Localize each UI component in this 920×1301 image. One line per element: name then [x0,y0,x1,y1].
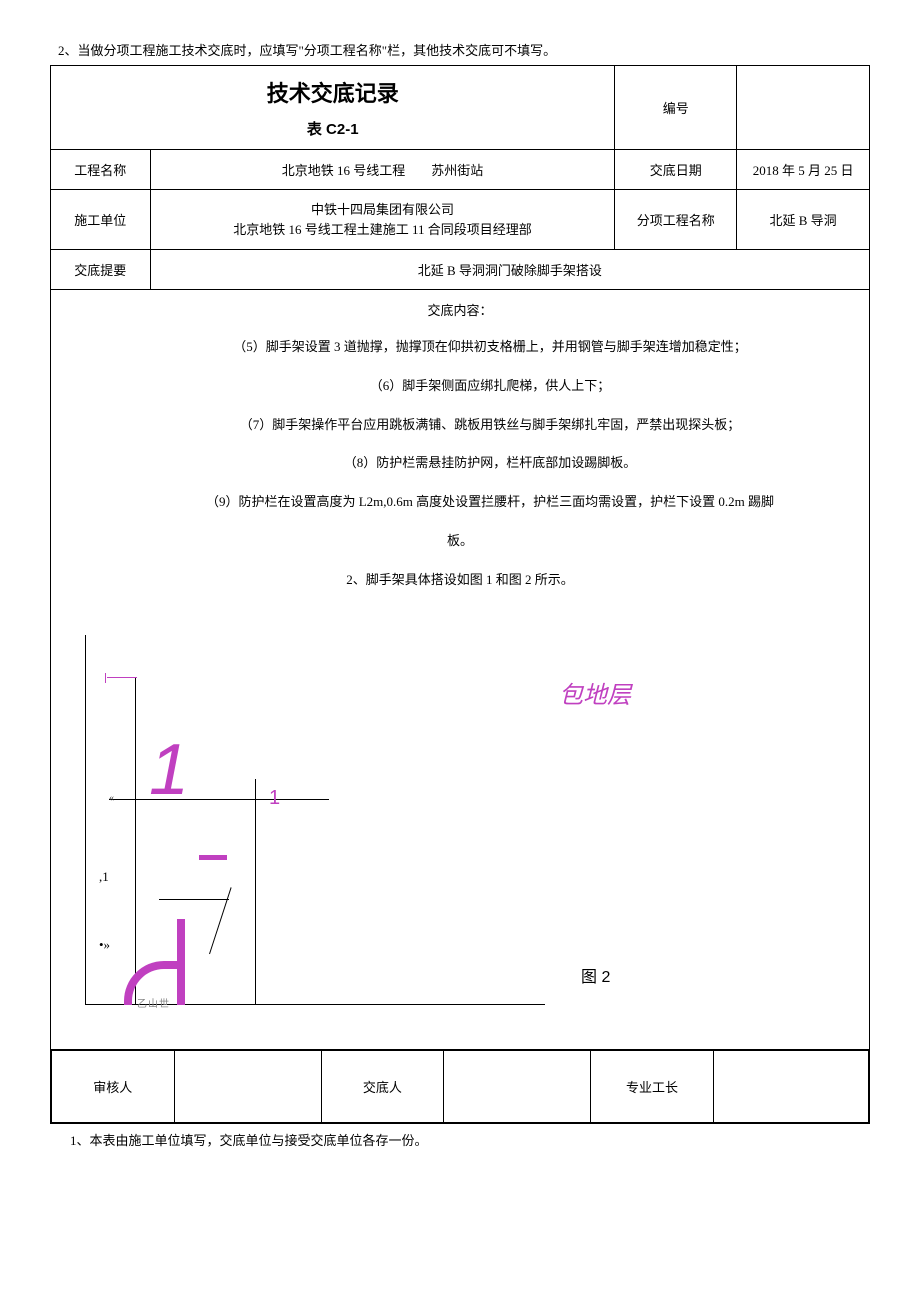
top-note: 2、当做分项工程施工技术交底时，应填写"分项工程名称"栏，其他技术交底可不填写。 [50,40,870,59]
construction-label: 施工单位 [51,190,151,250]
diagram-dot: •» [99,937,110,953]
title-cell: 技术交底记录 表 C2-1 [51,66,615,150]
discloser-label: 交底人 [321,1050,444,1122]
content-head: 交底内容： [59,300,861,319]
subproject-label: 分项工程名称 [615,190,737,250]
diagram-hline2 [109,799,329,800]
signature-row: 审核人 交底人 专业工长 [51,1049,870,1123]
content-cell: 交底内容： （5）脚手架设置 3 道抛撑，抛撑顶在仰拱初支格栅上，并用钢管与脚手… [51,290,870,1050]
reviewer-value [174,1050,321,1122]
diagram-small-1: 1 [269,787,280,810]
bottom-note: 1、本表由施工单位填写，交底单位与接受交底单位各存一份。 [50,1130,870,1149]
diagram-vline1 [135,677,136,1005]
doc-title: 技术交底记录 [59,76,606,108]
content-p7: （7）脚手架操作平台应用跳板满铺、跳板用铁丝与脚手架绑扎牢固，严禁出现探头板； [119,415,861,436]
doc-subtitle: 表 C2-1 [59,118,606,139]
date-label: 交底日期 [615,150,737,190]
diagram-fig2-label: 图 2 [581,963,610,987]
foreman-label: 专业工长 [591,1050,714,1122]
diagram-dash [199,855,227,860]
diagram-h-stem [177,919,185,1005]
content-p6: （6）脚手架侧面应绑扎爬梯，供人上下； [119,376,861,397]
summary-value: 北延 B 导洞洞门破除脚手架搭设 [150,250,869,290]
diagram-quote: « [109,793,114,804]
subproject-value: 北延 B 导洞 [737,190,870,250]
main-table: 技术交底记录 表 C2-1 编号 工程名称 北京地铁 16 号线工程 苏州街站 … [50,65,870,1124]
construction-value: 中铁十四局集团有限公司 北京地铁 16 号线工程土建施工 11 合同段项目经理部 [150,190,615,250]
summary-label: 交底提要 [51,250,151,290]
date-value: 2018 年 5 月 25 日 [737,150,870,190]
construction-line2: 北京地铁 16 号线工程土建施工 11 合同段项目经理部 [233,222,532,237]
discloser-value [444,1050,591,1122]
diagram-tiny: 乙山世 [137,995,170,1010]
project-name-value: 北京地铁 16 号线工程 苏州街站 [150,150,615,190]
number-label: 编号 [615,66,737,150]
content-p5: （5）脚手架设置 3 道抛撑，抛撑顶在仰拱初支格栅上，并用钢管与脚手架连增加稳定… [119,337,861,358]
diagram: 1 1 « ,1 •» 乙山世 包地层 图 2 [59,609,861,1039]
content-p9b: 板。 [59,531,861,552]
content-p8: （8）防护栏需悬挂防护网，栏杆底部加设踢脚板。 [119,453,861,474]
content-p9: （9）防护栏在设置高度为 L2m,0.6m 高度处设置拦腰杆，护栏三面均需设置，… [119,492,861,513]
diagram-frame [85,635,545,1005]
diagram-big-1: 1 [149,729,189,811]
foreman-value [713,1050,868,1122]
diagram-hline3 [159,899,229,900]
diagram-right-label: 包地层 [559,675,631,710]
diagram-comma: ,1 [99,869,109,885]
diagram-vline2 [255,779,256,1005]
content-fig: 2、脚手架具体搭设如图 1 和图 2 所示。 [59,570,861,591]
reviewer-label: 审核人 [52,1050,175,1122]
number-value [737,66,870,150]
diagram-hline1 [107,677,137,678]
signature-table: 审核人 交底人 专业工长 [51,1050,869,1123]
construction-line1: 中铁十四局集团有限公司 [311,202,454,217]
diagram-tick [105,673,106,683]
project-name-label: 工程名称 [51,150,151,190]
